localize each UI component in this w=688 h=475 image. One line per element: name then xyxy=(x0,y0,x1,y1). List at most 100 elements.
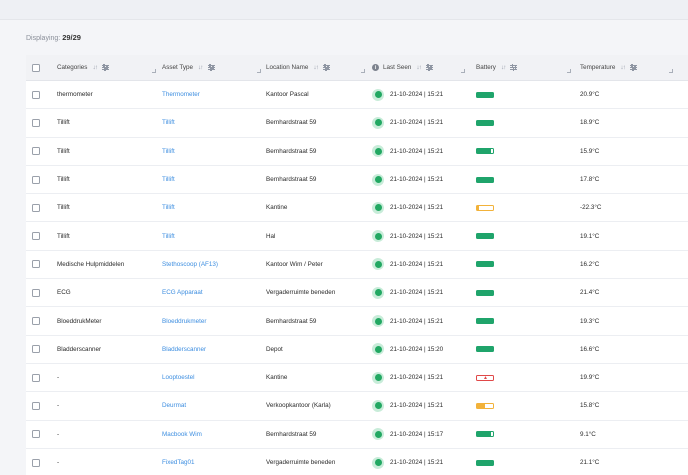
temperature-cell: 21.1°C xyxy=(580,449,599,475)
row-checkbox[interactable] xyxy=(32,232,40,241)
asset-type-link[interactable]: Tillift xyxy=(162,119,175,127)
online-status-icon xyxy=(372,371,384,384)
table-row[interactable]: Tillift Tillift Hal 21-10-2024 | 15:21 19.1°… xyxy=(26,222,688,251)
category-value: - xyxy=(57,430,60,438)
row-checkbox[interactable] xyxy=(32,203,40,212)
battery-icon xyxy=(476,402,496,409)
select-all-checkbox[interactable] xyxy=(32,63,40,72)
category-cell: - xyxy=(57,364,59,391)
row-checkbox[interactable] xyxy=(32,260,40,269)
column-resize-icon[interactable] xyxy=(361,69,365,73)
battery-icon xyxy=(476,204,496,211)
filter-icon[interactable] xyxy=(510,64,518,71)
sort-icon[interactable]: ↓↑ xyxy=(500,64,506,71)
filter-icon[interactable] xyxy=(101,64,109,71)
table-row[interactable]: Bladderscanner Bladderscanner Depot 21-10-2… xyxy=(26,335,688,364)
sort-icon[interactable]: ↓↑ xyxy=(198,64,203,71)
battery-cell xyxy=(476,138,496,165)
online-status-icon xyxy=(372,456,384,469)
last-seen-value: 21-10-2024 | 15:21 xyxy=(390,119,444,127)
last-seen-cell: 21-10-2024 | 15:21 xyxy=(372,449,443,475)
filter-icon[interactable] xyxy=(425,64,433,71)
row-checkbox[interactable] xyxy=(32,345,40,354)
asset-type-link[interactable]: Tillift xyxy=(162,176,175,184)
asset-type-link[interactable]: Looptoestel xyxy=(162,374,195,382)
header-categories[interactable]: Categories ↓↑ xyxy=(57,55,159,80)
asset-type-link[interactable]: Tillift xyxy=(162,232,175,240)
last-seen-value: 21-10-2024 | 15:17 xyxy=(390,430,444,438)
asset-type-cell: Bladderscanner xyxy=(162,336,206,363)
column-resize-icon[interactable] xyxy=(257,69,261,73)
row-checkbox[interactable] xyxy=(32,458,40,467)
table-row[interactable]: Tillift Tillift Bernhardstraat 59 21-10-202… xyxy=(26,109,688,138)
table-row[interactable]: Tillift Tillift Kantine 21-10-2024 | 15:21 -… xyxy=(26,194,688,223)
table-row[interactable]: ECG ECG Apparaat Vergaderruimte beneden 21-… xyxy=(26,279,688,308)
category-cell: Bladderscanner xyxy=(57,336,101,363)
header-battery[interactable]: Battery ↓↑ xyxy=(476,55,574,80)
row-checkbox[interactable] xyxy=(32,118,40,127)
asset-type-cell: Stethoscoop (AF13) xyxy=(162,251,218,278)
battery-cell xyxy=(476,166,496,193)
table-row[interactable]: thermometer Thermometer Kantoor Pascal 21-1… xyxy=(26,81,688,110)
battery-icon xyxy=(476,91,496,98)
table-row[interactable]: Tillift Tillift Bernhardstraat 59 21-10-202… xyxy=(26,137,688,166)
table-row[interactable]: Tillift Tillift Bernhardstraat 59 21-10-202… xyxy=(26,165,688,195)
asset-type-link[interactable]: Bloeddrukmeter xyxy=(162,317,207,325)
asset-type-link[interactable]: ECG Apparaat xyxy=(162,289,203,297)
asset-type-link[interactable]: Deurmat xyxy=(162,402,187,410)
battery-cell xyxy=(476,336,496,363)
sort-icon[interactable]: ↓↑ xyxy=(313,64,318,71)
filter-icon[interactable] xyxy=(629,64,637,71)
row-select-cell xyxy=(32,279,40,306)
header-last-seen[interactable]: i Last Seen ↓↑ xyxy=(372,55,468,80)
battery-icon xyxy=(476,233,496,240)
display-count-value: 29/29 xyxy=(62,33,81,42)
row-checkbox[interactable] xyxy=(32,401,40,410)
category-cell: - xyxy=(57,392,59,419)
column-resize-icon[interactable] xyxy=(567,69,571,73)
row-checkbox[interactable] xyxy=(32,90,40,99)
header-asset-type[interactable]: Asset Type ↓↑ xyxy=(162,55,264,80)
column-resize-icon[interactable] xyxy=(461,69,465,73)
row-select-cell xyxy=(32,364,40,391)
column-resize-icon[interactable] xyxy=(669,69,673,73)
asset-type-link[interactable]: Macbook Wim xyxy=(162,430,202,438)
row-checkbox[interactable] xyxy=(32,430,40,439)
sort-icon[interactable]: ↓↑ xyxy=(620,64,625,71)
asset-type-link[interactable]: FixedTag01 xyxy=(162,459,195,466)
filter-icon[interactable] xyxy=(207,64,215,71)
table-row[interactable]: Medische Hulpmiddelen Stethoscoop (AF13) K… xyxy=(26,250,688,280)
column-resize-icon[interactable] xyxy=(152,69,156,73)
asset-type-link[interactable]: Stethoscoop (AF13) xyxy=(162,260,219,268)
asset-type-link[interactable]: Thermometer xyxy=(162,91,200,99)
last-seen-value: 21-10-2024 | 15:21 xyxy=(390,402,444,410)
category-value: - xyxy=(57,374,60,382)
row-checkbox[interactable] xyxy=(32,288,40,297)
info-icon[interactable]: i xyxy=(372,64,379,71)
category-cell: - xyxy=(57,421,59,448)
filter-icon[interactable] xyxy=(322,64,330,71)
row-checkbox[interactable] xyxy=(32,147,40,156)
temperature-cell: 9.1°C xyxy=(580,421,596,448)
online-status-icon xyxy=(372,116,384,129)
sort-icon[interactable]: ↓↑ xyxy=(416,64,421,71)
table-row[interactable]: - Looptoestel Kantine 21-10-2024 | 15:21 ▲ 19… xyxy=(26,363,688,393)
table-row[interactable]: - FixedTag01 Vergaderruimte beneden 21-10-2… xyxy=(26,448,688,475)
table-row[interactable]: BloeddrukMeter Bloeddrukmeter Bernhardstra… xyxy=(26,307,688,336)
last-seen-cell: 21-10-2024 | 15:20 xyxy=(372,336,443,363)
header-temperature[interactable]: Temperature ↓↑ xyxy=(580,55,676,80)
asset-type-link[interactable]: Tillift xyxy=(162,147,175,155)
header-location-name-label: Location Name xyxy=(266,64,309,71)
table-row[interactable]: - Macbook Wim Bernhardstraat 59 21-10-2024 … xyxy=(26,420,688,449)
table-row[interactable]: - Deurmat Verkoopkantoor (Karla) 21-10-2024… xyxy=(26,392,688,421)
row-checkbox[interactable] xyxy=(32,317,40,326)
header-location-name[interactable]: Location Name ↓↑ xyxy=(266,55,368,80)
asset-type-link[interactable]: Tillift xyxy=(162,204,175,212)
category-value: thermometer xyxy=(57,91,93,99)
asset-type-link[interactable]: Bladderscanner xyxy=(162,345,207,353)
row-checkbox[interactable] xyxy=(32,175,40,184)
row-select-cell xyxy=(32,421,40,448)
row-checkbox[interactable] xyxy=(32,373,40,382)
asset-type-cell: Tillift xyxy=(162,194,175,221)
sort-icon[interactable]: ↓↑ xyxy=(92,64,97,71)
